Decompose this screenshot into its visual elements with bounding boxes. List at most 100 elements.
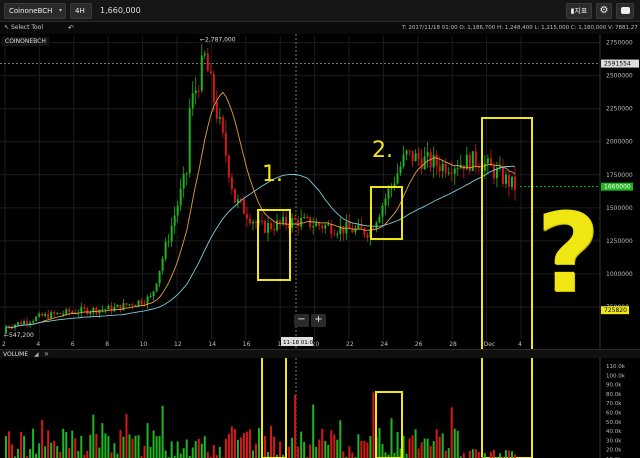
volume-bar bbox=[242, 432, 245, 458]
interval-select[interactable]: 4H bbox=[70, 3, 92, 19]
volume-bar bbox=[149, 446, 152, 458]
volume-bar bbox=[279, 441, 282, 458]
volume-bar bbox=[41, 419, 44, 458]
volume-tick-label: 50.0k bbox=[606, 420, 622, 426]
volume-bar bbox=[227, 433, 230, 458]
volume-bar bbox=[104, 433, 107, 458]
volume-bar bbox=[405, 453, 408, 458]
candle-body bbox=[384, 198, 387, 206]
volume-bar bbox=[300, 431, 303, 458]
candle-body bbox=[381, 205, 384, 217]
crosshair-time-label: 11-18 01:00 bbox=[283, 340, 317, 346]
candle-body bbox=[119, 304, 122, 311]
volume-tick-label: 60.0k bbox=[606, 411, 622, 417]
candle-body bbox=[408, 150, 411, 152]
time-tick-label: 6 bbox=[71, 341, 75, 348]
candle-body bbox=[248, 218, 251, 224]
symbol-select[interactable]: CoinoneBCH ▾ bbox=[4, 3, 66, 19]
volume-bar bbox=[444, 450, 447, 458]
time-tick-label: 24 bbox=[380, 341, 388, 348]
volume-bar bbox=[107, 436, 110, 458]
candle-body bbox=[411, 150, 414, 162]
volume-bar bbox=[212, 445, 215, 458]
volume-bar bbox=[393, 452, 396, 458]
candle-body bbox=[134, 305, 137, 307]
volume-bar bbox=[345, 456, 348, 458]
candle-body bbox=[285, 216, 288, 226]
candle-body bbox=[68, 309, 71, 313]
candle-body bbox=[11, 327, 14, 329]
volume-bar bbox=[191, 447, 194, 458]
volume-bar bbox=[327, 444, 330, 458]
candle-body bbox=[233, 188, 236, 203]
price-chart[interactable]: 2750000 2500000 2250000 2000000 1750000 15000… bbox=[0, 34, 640, 458]
candle-body bbox=[35, 316, 38, 322]
close-icon[interactable]: ✕ bbox=[44, 351, 50, 358]
volume-bar bbox=[411, 435, 414, 458]
volume-bar bbox=[354, 456, 357, 458]
volume-bar bbox=[5, 436, 7, 458]
candle-body bbox=[146, 296, 149, 304]
volume-bar bbox=[224, 438, 227, 458]
volume-bar bbox=[297, 446, 300, 458]
chart-toolbar: ↖ Select Tool ↶ T: 2017/11/18 01:00 O: 1… bbox=[0, 22, 640, 34]
select-tool-label: Select Tool bbox=[10, 24, 44, 31]
candle-body bbox=[23, 321, 26, 325]
volume-bar bbox=[95, 433, 98, 458]
volume-bar bbox=[435, 429, 438, 458]
volume-bar bbox=[203, 436, 206, 458]
candle-body bbox=[264, 221, 267, 233]
volume-bar bbox=[291, 437, 294, 458]
candle-body bbox=[279, 220, 282, 223]
volume-bar bbox=[233, 429, 236, 458]
candle-body bbox=[432, 155, 435, 168]
minimize-icon[interactable]: ◢ bbox=[34, 351, 39, 358]
volume-bar bbox=[206, 451, 209, 458]
bar-chart-icon: ▮ bbox=[570, 7, 575, 15]
chat-button[interactable] bbox=[616, 3, 634, 19]
candle-body bbox=[110, 305, 113, 312]
volume-bar bbox=[441, 433, 444, 458]
zoom-in-button[interactable]: + bbox=[311, 314, 326, 327]
volume-bar bbox=[86, 450, 89, 458]
candle-body bbox=[393, 183, 396, 186]
candle-body bbox=[336, 233, 339, 235]
volume-bar bbox=[357, 434, 360, 458]
candle-body bbox=[420, 158, 423, 170]
candle-body bbox=[357, 224, 360, 229]
volume-bar bbox=[122, 436, 125, 458]
zoom-out-button[interactable]: − bbox=[294, 314, 309, 327]
highlight-box-3 bbox=[481, 117, 533, 458]
volume-bar bbox=[453, 428, 456, 458]
volume-bar bbox=[504, 450, 507, 458]
volume-bar bbox=[429, 445, 432, 458]
indicators-label: 지표 bbox=[574, 7, 588, 15]
time-tick-label: 22 bbox=[346, 341, 354, 348]
candle-body bbox=[486, 158, 489, 164]
volume-bar bbox=[507, 450, 510, 458]
volume-bar bbox=[23, 435, 26, 458]
candle-body bbox=[104, 309, 107, 311]
select-tool-button[interactable]: ↖ Select Tool bbox=[4, 22, 43, 34]
candle-body bbox=[47, 313, 50, 319]
price-tick-label: 1500000 bbox=[606, 205, 633, 212]
candle-body bbox=[206, 53, 209, 72]
volume-bar bbox=[11, 444, 14, 458]
volume-tick-label: 30.0k bbox=[606, 438, 622, 444]
volume-bar bbox=[146, 423, 149, 458]
settings-button[interactable]: ⚙ bbox=[596, 3, 612, 19]
candle-body bbox=[107, 305, 110, 310]
candle-body bbox=[282, 216, 285, 223]
candle-body bbox=[152, 291, 155, 297]
volume-bar bbox=[215, 455, 218, 458]
low-marker: ←547,200 bbox=[4, 332, 34, 339]
candle-body bbox=[471, 151, 474, 171]
time-tick-label: 14 bbox=[208, 341, 216, 348]
undo-icon[interactable]: ↶ bbox=[68, 24, 74, 32]
volume-bar bbox=[369, 435, 372, 458]
candle-body bbox=[224, 132, 227, 156]
volume-bar bbox=[161, 405, 164, 458]
candle-body bbox=[387, 188, 390, 199]
candle-body bbox=[297, 219, 300, 227]
indicators-button[interactable]: ▮지표 bbox=[566, 3, 592, 19]
